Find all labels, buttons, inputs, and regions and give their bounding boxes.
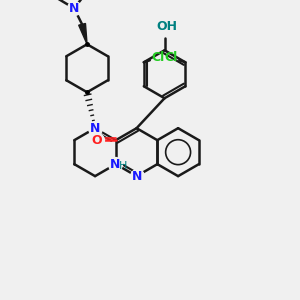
Text: Cl: Cl — [165, 51, 178, 64]
Text: N: N — [110, 158, 120, 171]
Polygon shape — [79, 23, 87, 44]
Text: OH: OH — [156, 20, 177, 33]
Text: N: N — [131, 169, 142, 183]
Text: N: N — [90, 122, 100, 135]
Text: H: H — [118, 161, 127, 171]
Text: O: O — [92, 134, 102, 147]
Text: N: N — [69, 2, 79, 15]
Text: Cl: Cl — [151, 51, 164, 64]
